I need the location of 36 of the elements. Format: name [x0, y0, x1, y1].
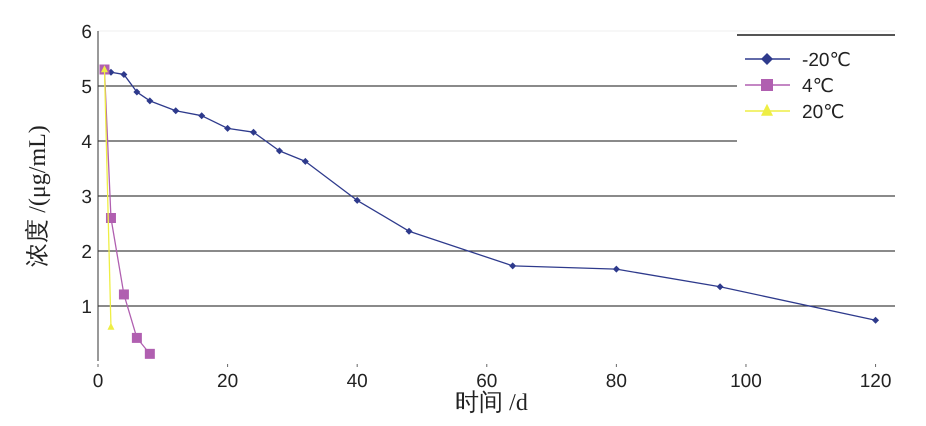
point [172, 107, 180, 114]
point [133, 88, 140, 96]
point [144, 348, 155, 359]
point [612, 266, 620, 273]
x-axis-title: 时间 /d [455, 390, 528, 416]
point [302, 158, 309, 165]
y-tick-label: 6 [81, 22, 92, 43]
legend-label: 4℃ [802, 76, 834, 97]
y-tick-label: 4 [81, 132, 92, 153]
point [224, 124, 232, 132]
point [509, 262, 516, 270]
point [276, 147, 283, 154]
x-tick-label: 20 [217, 371, 238, 392]
point [198, 112, 206, 120]
y-tick-label: 5 [81, 77, 92, 98]
y-axis-title: 浓度 /(μg/mL) [24, 125, 51, 267]
point [406, 228, 413, 235]
y-tick-label: 1 [81, 297, 92, 318]
x-tick-label: 0 [92, 371, 104, 392]
point [250, 128, 258, 136]
point [132, 332, 142, 343]
point [146, 97, 154, 104]
y-tick-label: 3 [81, 187, 92, 208]
point [716, 283, 724, 290]
x-tick-label: 120 [860, 371, 892, 392]
x-tick-label: 40 [346, 371, 368, 392]
legend-label: -20℃ [802, 50, 851, 71]
x-tick-label: 60 [476, 371, 498, 392]
y-tick-label: 2 [81, 242, 92, 263]
x-tick-label: 100 [730, 371, 762, 392]
point [354, 196, 361, 204]
point [120, 70, 128, 78]
point [118, 289, 129, 300]
point [872, 316, 880, 324]
legend-label: 20℃ [802, 102, 844, 123]
x-tick-label: 80 [606, 371, 627, 392]
